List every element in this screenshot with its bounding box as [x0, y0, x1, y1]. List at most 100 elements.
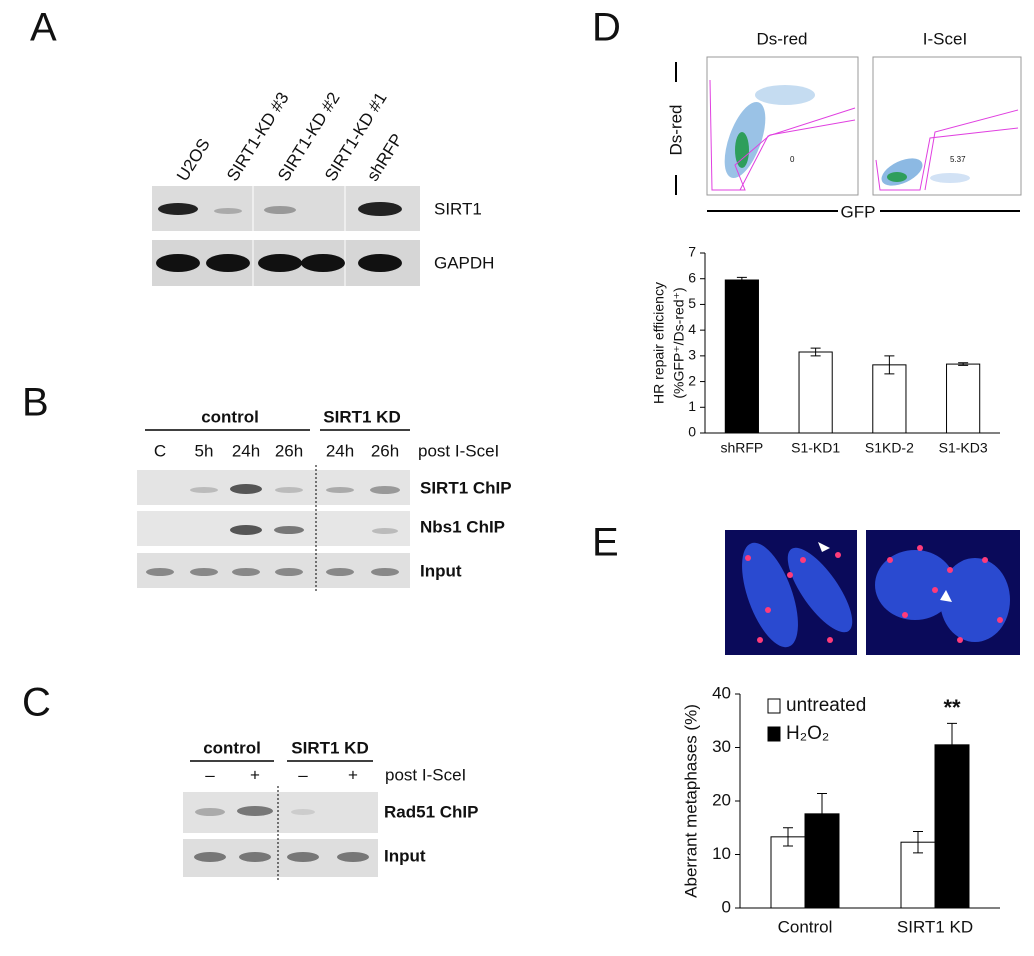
lane-label: 26h — [275, 441, 303, 460]
gate — [709, 79, 856, 191]
y-tick-label: 1 — [688, 398, 696, 414]
legend-swatch — [767, 698, 781, 714]
band — [156, 254, 200, 272]
error-bar — [817, 793, 827, 835]
blot — [137, 511, 410, 546]
band — [370, 486, 400, 494]
telomere-dots — [745, 545, 1003, 643]
lane-label: 26h — [371, 441, 399, 460]
band — [301, 254, 345, 272]
blot-label: SIRT1 ChIP — [420, 478, 512, 497]
band — [194, 852, 226, 862]
legend-label: H₂O₂ — [786, 723, 829, 744]
y-tick-label: 7 — [688, 244, 696, 260]
treatment-label: post I-SceI — [385, 765, 466, 784]
gate — [875, 127, 1019, 191]
band — [237, 806, 273, 816]
cells — [930, 173, 970, 183]
y-axis-label: (%GFP⁺/Ds-red⁺) — [671, 287, 687, 398]
lane-label: C — [154, 441, 166, 460]
band — [275, 487, 303, 493]
band — [275, 568, 303, 576]
y-tick-label: 4 — [688, 321, 696, 337]
plot-title: I-SceI — [923, 29, 967, 48]
y-tick-label: 5 — [688, 295, 696, 311]
panel-letter: D — [592, 6, 621, 50]
blot-label: Rad51 ChIP — [384, 802, 478, 821]
band — [239, 852, 271, 862]
y-tick-label: 30 — [712, 737, 731, 756]
band — [326, 487, 354, 493]
y-axis-label: Aberrant metaphases (%) — [681, 704, 700, 898]
legend-swatch — [767, 726, 781, 742]
arrowhead — [940, 590, 952, 602]
error-bar — [884, 355, 895, 375]
y-tick-label: 0 — [688, 424, 696, 440]
cells — [755, 85, 815, 105]
band — [195, 808, 225, 816]
x-tick-label: S1KD-2 — [865, 440, 914, 456]
chromosome — [875, 550, 955, 620]
lane-label: – — [298, 765, 308, 784]
legend-label: untreated — [786, 695, 866, 716]
blot — [137, 553, 410, 588]
band — [358, 254, 402, 272]
band — [291, 809, 315, 815]
lane-label: + — [348, 765, 358, 784]
cells — [887, 172, 907, 182]
error-bar — [810, 347, 821, 357]
band — [146, 568, 174, 576]
x-tick-label: S1-KD3 — [939, 440, 988, 456]
band — [358, 202, 402, 216]
gate — [739, 107, 856, 191]
y-tick-label: 40 — [712, 683, 731, 702]
gate-value: 0 — [790, 155, 795, 164]
bar — [946, 363, 981, 434]
band — [264, 206, 296, 214]
lane-label: 5h — [195, 441, 214, 460]
bar — [798, 351, 833, 434]
y-tick-label: 3 — [688, 347, 696, 363]
y-tick-label: 2 — [688, 372, 696, 388]
band — [214, 208, 242, 214]
chromosome — [787, 547, 853, 633]
blot-label: Nbs1 ChIP — [420, 517, 505, 536]
panel-letter: E — [592, 521, 619, 565]
x-tick-label: Control — [778, 917, 833, 936]
axis-label: Ds-red — [666, 104, 685, 155]
panel-a: U2OS SIRT1-KD #3 SIRT1-KD #2 SIRT1-KD #1… — [152, 89, 494, 286]
band — [274, 526, 304, 534]
lane-label: 24h — [326, 441, 354, 460]
band — [190, 487, 218, 493]
annotation: ** — [943, 695, 961, 720]
blot-label: Input — [420, 561, 462, 580]
panel-letter: A — [30, 6, 57, 50]
gate — [924, 109, 1019, 191]
blot-label: GAPDH — [434, 253, 494, 272]
x-tick-label: SIRT1 KD — [897, 917, 973, 936]
group-label: control — [201, 407, 259, 426]
bar — [770, 836, 806, 909]
band — [230, 484, 262, 494]
plot-title: Ds-red — [756, 29, 807, 48]
band — [232, 568, 260, 576]
error-bar — [947, 722, 957, 767]
group-label: SIRT1 KD — [291, 738, 368, 757]
band — [258, 254, 302, 272]
axis-label: GFP — [841, 202, 876, 221]
group-label: control — [203, 738, 261, 757]
chromosome — [940, 558, 1010, 642]
bar — [724, 279, 759, 434]
error-bar — [736, 276, 747, 284]
blot-label: SIRT1 — [434, 199, 482, 218]
gate-value: 5.37 — [950, 155, 966, 164]
blot-label: Input — [384, 846, 426, 865]
lane-label: – — [205, 765, 215, 784]
y-tick-label: 20 — [712, 790, 731, 809]
band — [190, 568, 218, 576]
chromosome — [742, 542, 798, 648]
blot — [137, 470, 410, 505]
band — [371, 568, 399, 576]
bar — [934, 744, 970, 909]
